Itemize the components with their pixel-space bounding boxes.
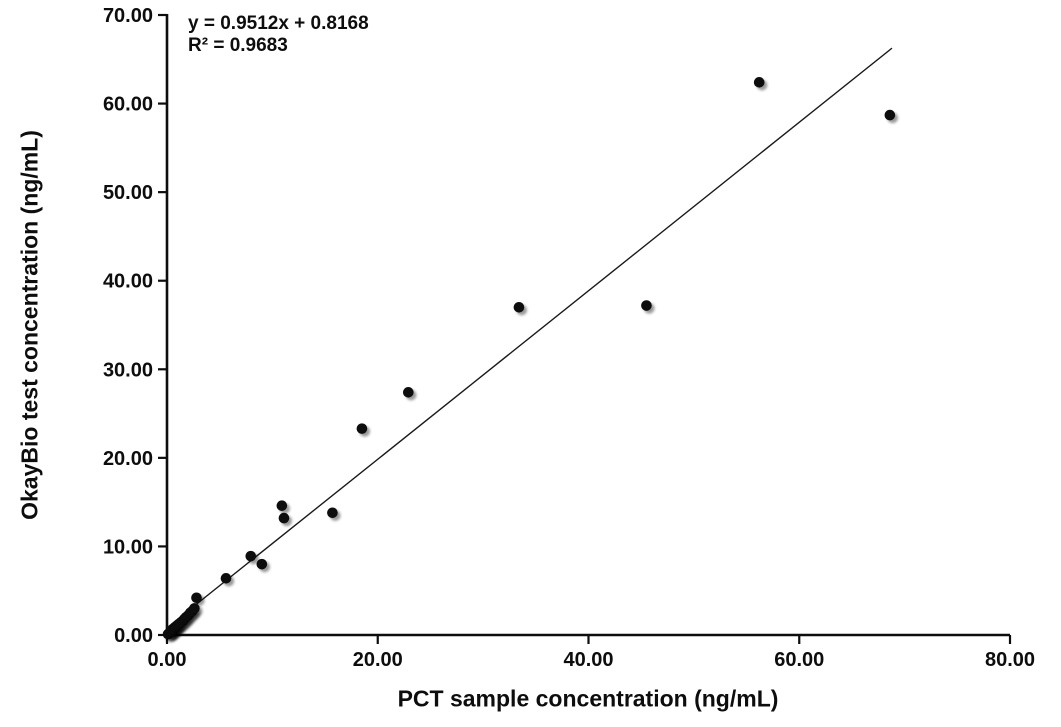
data-point: [220, 573, 232, 584]
x-tick-label: 80.00: [985, 649, 1035, 671]
y-tick-label: 0.00: [114, 625, 153, 647]
data-point: [884, 109, 896, 121]
trendline-annotation: y = 0.9512x + 0.8168 R² = 0.9683: [188, 13, 369, 57]
y-tick-label: 50.00: [103, 182, 153, 204]
x-tick-label: 60.00: [774, 649, 824, 671]
r-squared-text: R² = 0.9683: [188, 35, 288, 56]
x-axis-title: PCT sample concentration (ng/mL): [397, 685, 779, 712]
y-tick-label: 10.00: [103, 536, 153, 558]
data-point: [245, 550, 257, 562]
data-point: [641, 300, 652, 311]
y-tick-label: 60.00: [103, 94, 153, 116]
data-point: [753, 77, 765, 88]
data-point: [256, 558, 268, 570]
data-point: [191, 592, 202, 604]
y-tick-label: 40.00: [103, 271, 153, 293]
data-point: [513, 301, 525, 313]
y-tick-label: 70.00: [103, 5, 153, 27]
data-point: [403, 387, 414, 398]
trendline: [166, 47, 893, 629]
y-tick-label: 30.00: [103, 359, 153, 381]
data-point: [327, 507, 338, 519]
data-point: [276, 500, 288, 511]
x-tick-label: 40.00: [563, 649, 613, 671]
x-tick-label: 20.00: [353, 649, 403, 671]
data-point: [278, 512, 290, 524]
equation-text: y = 0.9512x + 0.8168: [188, 13, 369, 34]
x-tick-label: 0.00: [148, 649, 187, 671]
data-point: [356, 423, 368, 434]
y-tick-label: 20.00: [103, 448, 153, 470]
y-axis-title: OkayBio test concentration (ng/mL): [16, 130, 43, 520]
data-point: [189, 603, 200, 614]
